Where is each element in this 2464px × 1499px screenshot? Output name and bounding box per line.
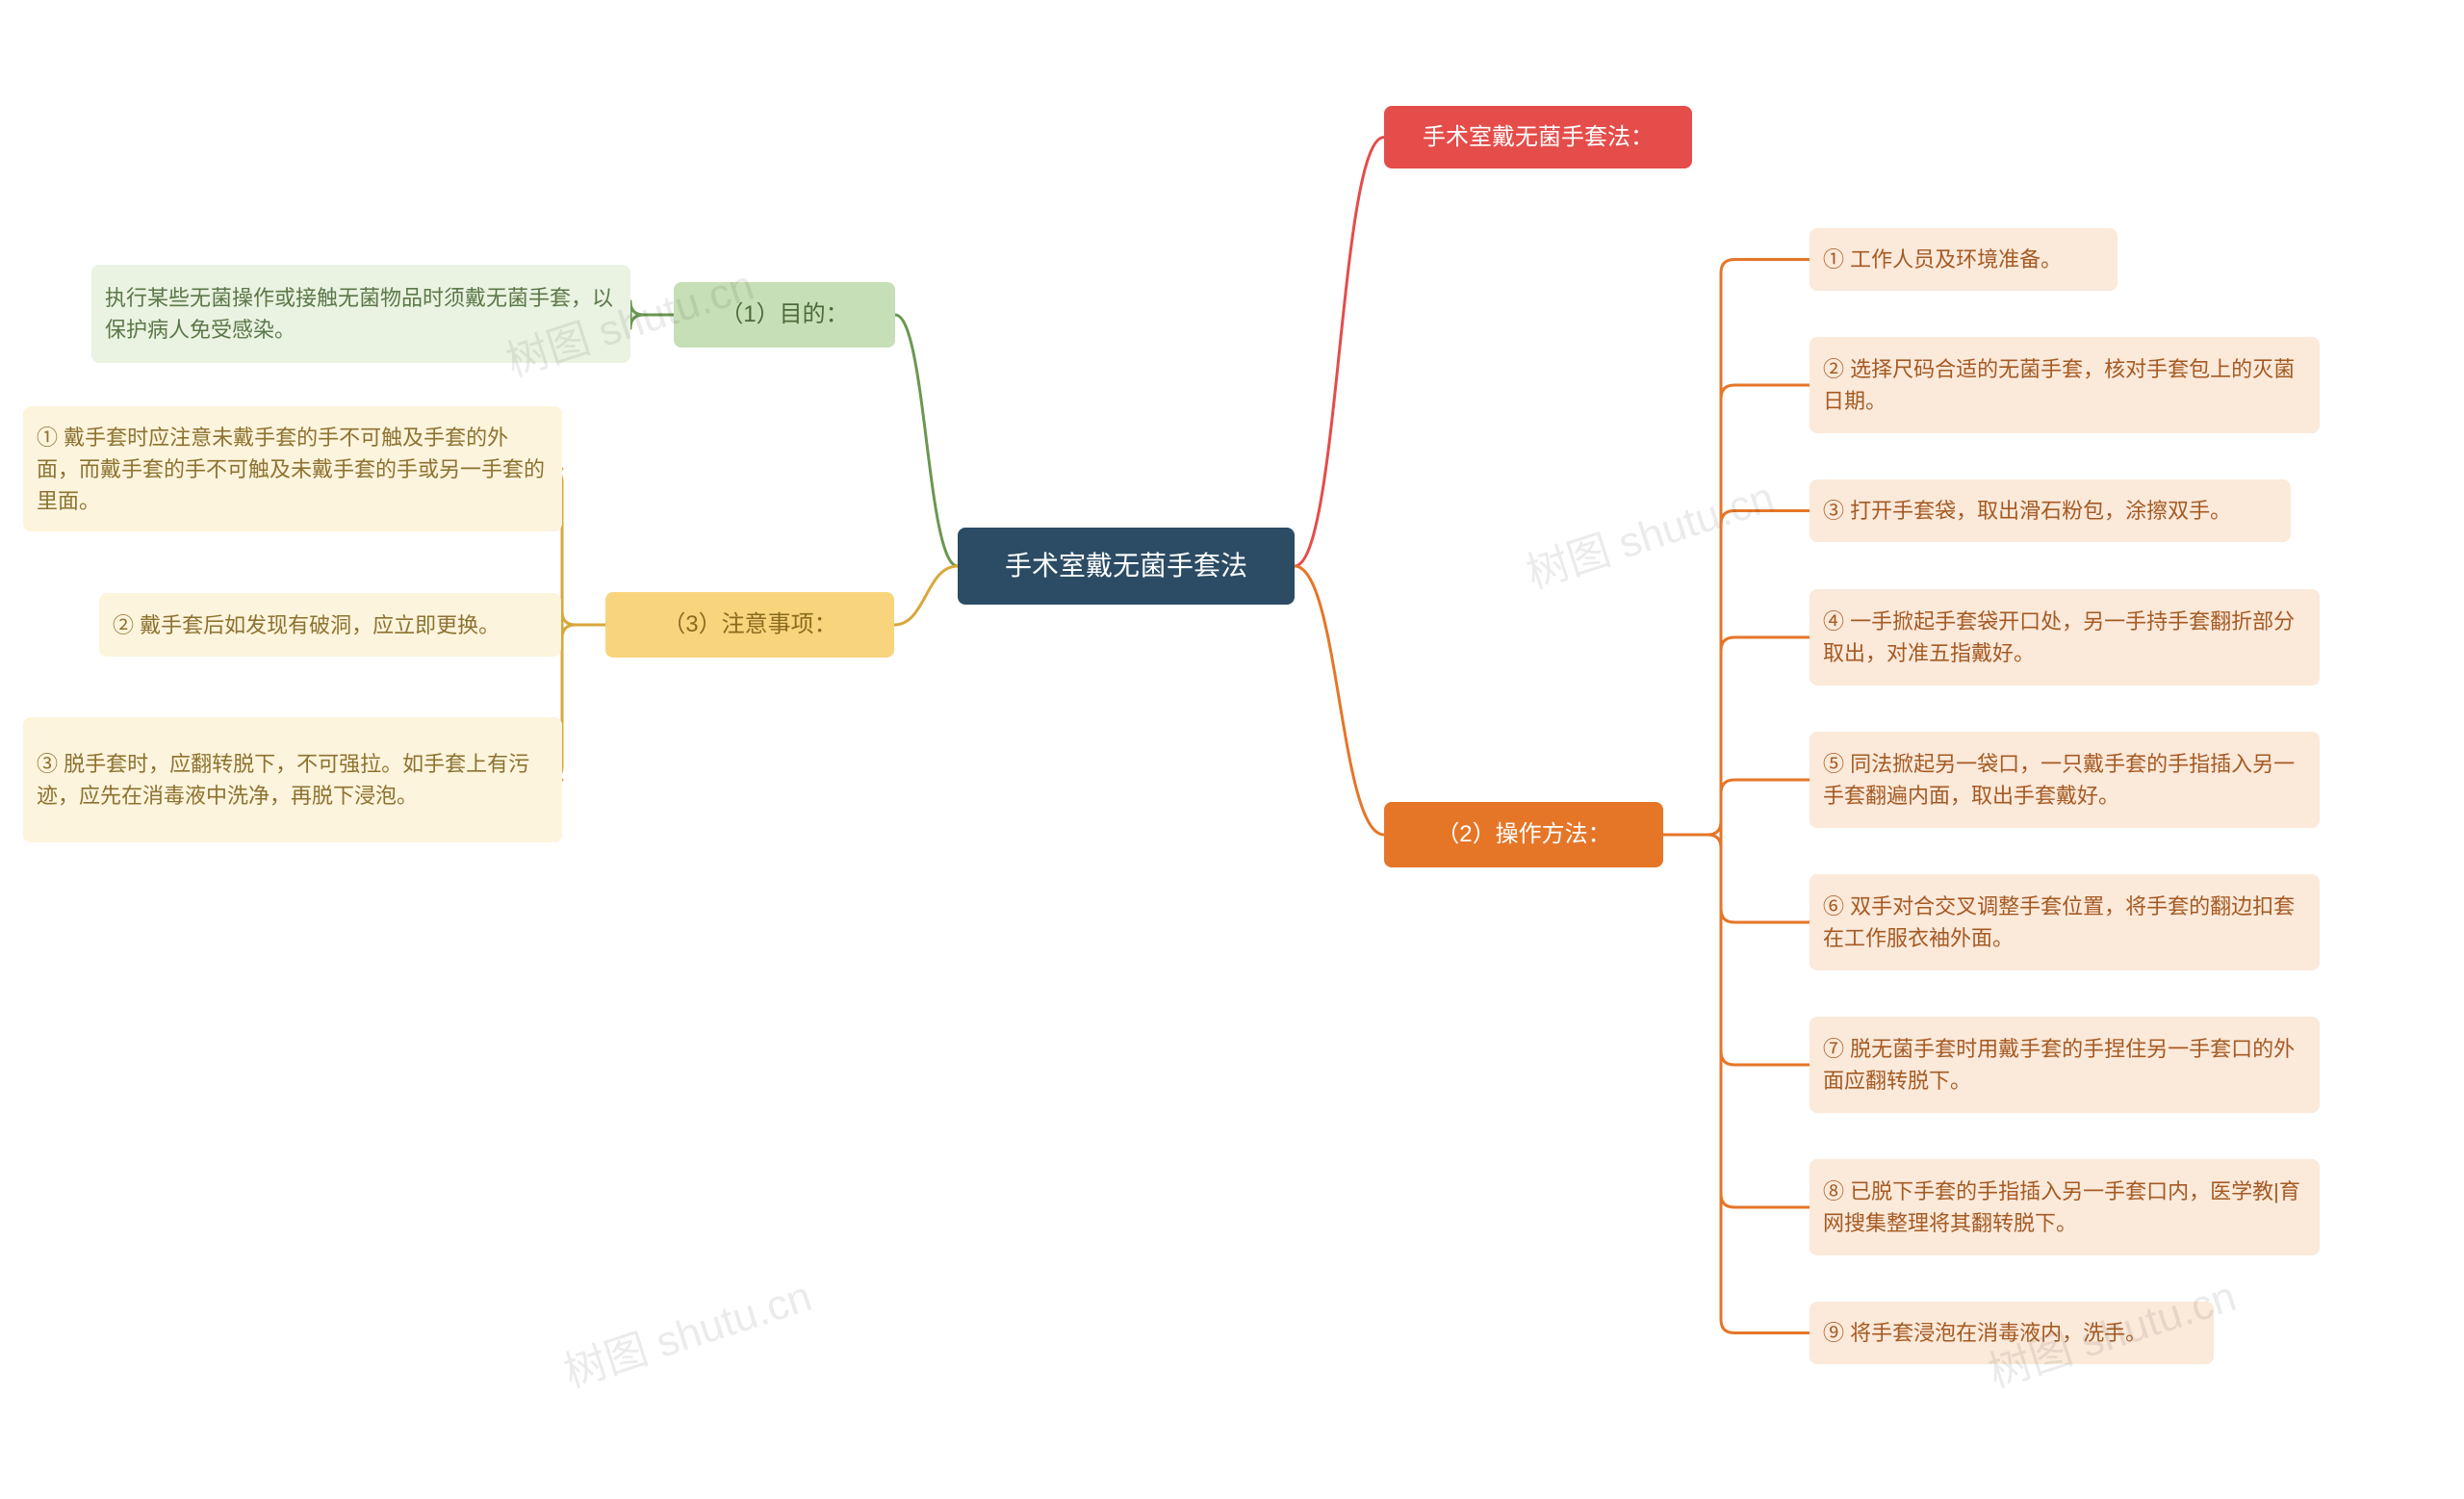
node-label: ⑤ 同法掀起另一袋口，一只戴手套的手指插入另一手套翻遍内面，取出手套戴好。: [1823, 748, 2306, 812]
node-label: （2）操作方法：: [1436, 817, 1610, 852]
leaf-b2-c2: ② 选择尺码合适的无菌手套，核对手套包上的灭菌日期。: [1810, 337, 2320, 433]
leaf-b2-c5: ⑤ 同法掀起另一袋口，一只戴手套的手指插入另一手套翻遍内面，取出手套戴好。: [1810, 732, 2320, 828]
root-node: 手术室戴无菌手套法: [958, 528, 1295, 605]
node-label: 手术室戴无菌手套法：: [1423, 120, 1654, 155]
connector: [1721, 1051, 1810, 1065]
branch-b3-notes: （3）注意事项：: [605, 592, 894, 658]
watermark: 树图 shutu.cn: [1518, 462, 1781, 600]
connector: [1721, 909, 1810, 922]
connector: [895, 315, 958, 566]
node-label: （1）目的：: [720, 297, 848, 332]
connector: [1295, 138, 1384, 567]
connector: [1721, 637, 1810, 651]
node-label: ⑥ 双手对合交叉调整手套位置，将手套的翻边扣套在工作服衣袖外面。: [1823, 891, 2306, 954]
node-label: ② 选择尺码合适的无菌手套，核对手套包上的灭菌日期。: [1823, 353, 2306, 417]
leaf-b2-c4: ④ 一手掀起手套袋开口处，另一手持手套翻折部分取出，对准五指戴好。: [1810, 589, 2320, 685]
leaf-b2-c8: ⑧ 已脱下手套的手指插入另一手套口内，医学教|育网搜集整理将其翻转脱下。: [1810, 1159, 2320, 1255]
branch-b2-method: （2）操作方法：: [1384, 802, 1663, 867]
leaf-b3-c2: ② 戴手套后如发现有破洞，应立即更换。: [99, 593, 561, 657]
node-label: ③ 打开手套袋，取出滑石粉包，涂擦双手。: [1823, 495, 2231, 527]
connector: [1721, 511, 1810, 525]
connector: [1721, 780, 1810, 793]
node-label: ② 戴手套后如发现有破洞，应立即更换。: [113, 609, 500, 641]
connector: [562, 611, 605, 638]
leaf-b2-c7: ⑦ 脱无菌手套时用戴手套的手捏住另一手套口的外面应翻转脱下。: [1810, 1017, 2320, 1113]
leaf-b2-c9: ⑨ 将手套浸泡在消毒液内，洗手。: [1810, 1302, 2214, 1364]
node-label: ⑧ 已脱下手套的手指插入另一手套口内，医学教|育网搜集整理将其翻转脱下。: [1823, 1176, 2306, 1239]
connector: [1295, 566, 1384, 835]
branch-b1-purpose: （1）目的：: [674, 282, 895, 348]
leaf-b1-c1: 执行某些无菌操作或接触无菌物品时须戴无菌手套，以保护病人免受感染。: [91, 265, 630, 363]
node-label: ① 工作人员及环境准备。: [1823, 244, 2062, 275]
node-label: 执行某些无菌操作或接触无菌物品时须戴无菌手套，以保护病人免受感染。: [105, 282, 617, 346]
node-label: ③ 脱手套时，应翻转脱下，不可强拉。如手套上有污迹，应先在消毒液中洗净，再脱下浸…: [37, 748, 549, 812]
leaf-b3-c3: ③ 脱手套时，应翻转脱下，不可强拉。如手套上有污迹，应先在消毒液中洗净，再脱下浸…: [23, 717, 562, 842]
node-label: ① 戴手套时应注意未戴手套的手不可触及手套的外面，而戴手套的手不可触及未戴手套的…: [37, 422, 549, 517]
node-label: ⑦ 脱无菌手套时用戴手套的手捏住另一手套口的外面应翻转脱下。: [1823, 1033, 2306, 1097]
leaf-b2-c1: ① 工作人员及环境准备。: [1810, 228, 2118, 291]
connector: [1663, 821, 1721, 848]
connector: [1721, 385, 1810, 399]
connector: [630, 301, 674, 328]
node-label: 手术室戴无菌手套法: [1005, 546, 1247, 586]
node-label: ④ 一手掀起手套袋开口处，另一手持手套翻折部分取出，对准五指戴好。: [1823, 606, 2306, 669]
connector: [1721, 1320, 1810, 1333]
watermark: 树图 shutu.cn: [555, 1261, 818, 1399]
node-label: ⑨ 将手套浸泡在消毒液内，洗手。: [1823, 1317, 2146, 1349]
branch-b-title: 手术室戴无菌手套法：: [1384, 106, 1692, 168]
node-label: （3）注意事项：: [662, 607, 836, 642]
connector: [1721, 1194, 1810, 1207]
leaf-b2-c3: ③ 打开手套袋，取出滑石粉包，涂擦双手。: [1810, 479, 2291, 542]
leaf-b3-c1: ① 戴手套时应注意未戴手套的手不可触及手套的外面，而戴手套的手不可触及未戴手套的…: [23, 406, 562, 531]
connector: [894, 566, 958, 625]
leaf-b2-c6: ⑥ 双手对合交叉调整手套位置，将手套的翻边扣套在工作服衣袖外面。: [1810, 874, 2320, 970]
connector: [1721, 260, 1810, 273]
